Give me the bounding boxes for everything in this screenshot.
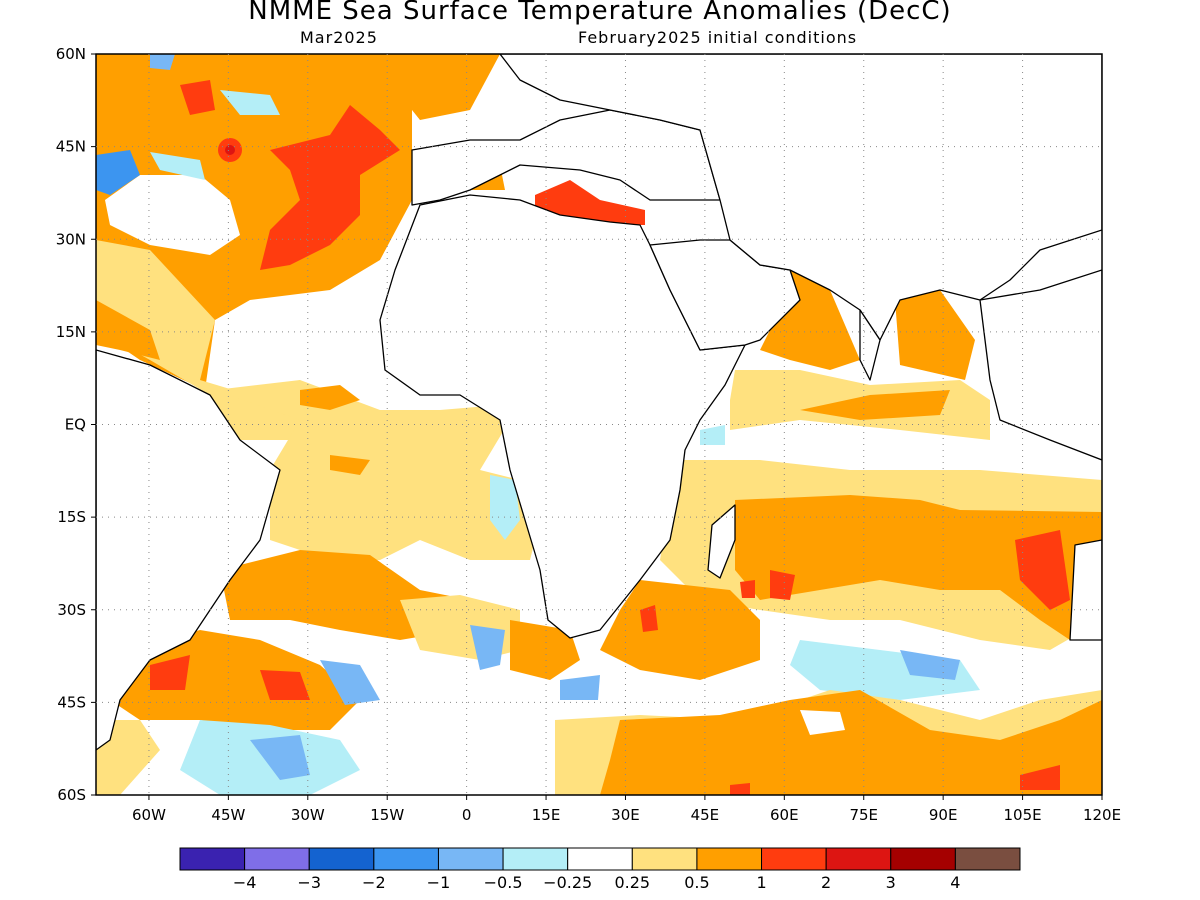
lon-tick-label: 30W	[291, 806, 325, 824]
lon-tick-label: 120E	[1083, 806, 1121, 824]
lon-tick-label: 0	[462, 806, 472, 824]
map-title: NMME Sea Surface Temperature Anomalies (…	[248, 0, 952, 26]
lon-tick-label: 90E	[929, 806, 958, 824]
colorbar-swatch	[179, 847, 246, 871]
lat-tick-label: EQ	[65, 416, 86, 434]
lon-tick-label: 60E	[770, 806, 799, 824]
lon-tick-label: 15E	[532, 806, 561, 824]
colorbar-swatch	[696, 847, 763, 871]
lon-tick-label: 45W	[211, 806, 245, 824]
latitude-axis: 60N 45N 30N 15N EQ 15S 30S 45S 60S	[56, 45, 96, 804]
lat-tick-label: 60S	[57, 786, 86, 804]
lon-tick-label: 15W	[370, 806, 404, 824]
colorbar-label: 1	[756, 873, 766, 892]
colorbar-label: 0.25	[614, 873, 650, 892]
lon-tick-label: 60W	[132, 806, 166, 824]
lon-tick-label: 105E	[1004, 806, 1042, 824]
colorbar-label: 3	[886, 873, 896, 892]
lat-tick-label: 15S	[57, 508, 86, 526]
colorbar-swatch	[567, 847, 633, 871]
lat-tick-label: 30N	[56, 230, 86, 248]
colorbar-label: 0.5	[684, 873, 709, 892]
lat-tick-label: 45N	[56, 138, 86, 156]
colorbar-label: 2	[821, 873, 831, 892]
colorbar-label: 4	[950, 873, 960, 892]
lon-tick-label: 75E	[849, 806, 878, 824]
colorbar-swatch	[761, 847, 827, 871]
colorbar-swatch	[631, 847, 698, 871]
colorbar-label: −3	[297, 873, 321, 892]
colorbar-label: −2	[362, 873, 386, 892]
lon-tick-label: 30E	[611, 806, 640, 824]
colorbar-label: −0.25	[543, 873, 592, 892]
colorbar-swatch	[954, 847, 1021, 871]
colorbar-label: −0.5	[484, 873, 523, 892]
colorbar-label: −1	[427, 873, 451, 892]
colorbar-swatch	[373, 847, 439, 871]
initial-conditions: February2025 initial conditions	[578, 28, 858, 47]
colorbar-swatch	[244, 847, 310, 871]
colorbar: −4 −3 −2 −1 −0.5 −0.25 0.25 0.5 1 2 3 4	[179, 847, 1021, 892]
lon-tick-label: 45E	[691, 806, 720, 824]
colorbar-swatch	[308, 847, 375, 871]
lat-tick-label: 60N	[56, 45, 86, 63]
lat-tick-label: 15N	[56, 323, 86, 341]
forecast-month: Mar2025	[300, 28, 378, 47]
lat-tick-label: 45S	[57, 693, 86, 711]
lat-tick-label: 30S	[57, 601, 86, 619]
coastlines	[96, 54, 1102, 751]
colorbar-swatch	[825, 847, 892, 871]
colorbar-swatch	[437, 847, 504, 871]
colorbar-label: −4	[233, 873, 257, 892]
longitude-axis: 60W 45W 30W 15W 0 15E 30E 45E 60E 75E 90E 105E 120E	[132, 795, 1121, 824]
colorbar-swatch	[502, 847, 569, 871]
colorbar-swatch	[890, 847, 956, 871]
anomaly-field	[96, 54, 1102, 795]
